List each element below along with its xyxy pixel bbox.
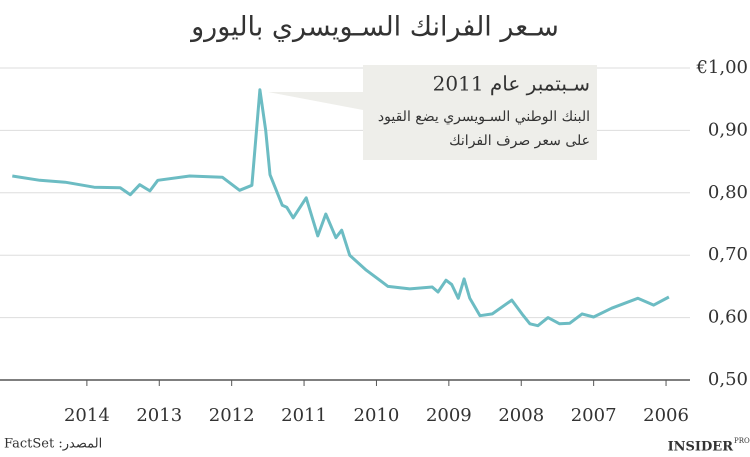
logo-sub: PRO (734, 437, 750, 445)
source: المصدر: FactSet (4, 437, 102, 452)
x-tick-label: 2011 (281, 405, 327, 426)
annotation-text: على سعر صرف الفرانك (449, 133, 590, 149)
line (12, 88, 670, 328)
annotation-box (363, 65, 597, 160)
y-tick-label: 0,80 (708, 182, 748, 203)
annotation-pointer (268, 92, 363, 110)
y-tick-label: 0,50 (708, 369, 748, 390)
annotation: سـبتمبر عام 2011 البنك الوطني السـويسري … (268, 65, 597, 160)
x-tick-label: 2012 (209, 405, 255, 426)
x-tick-label: 2013 (136, 405, 182, 426)
x-tick-label: 2007 (571, 405, 617, 426)
annotation-title: سـبتمبر عام 2011 (433, 72, 590, 96)
chart-title: سـعر الفرانك السـويسري باليورو (189, 12, 559, 43)
x-tick-label: 2008 (498, 405, 544, 426)
x-tick-label: 2006 (643, 405, 689, 426)
x-tick-label: 2014 (64, 405, 110, 426)
annotation-text: البنك الوطني السـويسري يضع القيود (378, 109, 590, 125)
y-tick-label: €1,00 (695, 57, 748, 78)
x-tick-label: 2010 (354, 405, 400, 426)
x-tick-label: 2009 (426, 405, 472, 426)
logo: INSIDER (668, 440, 734, 455)
y-tick-label: 0,70 (708, 244, 748, 265)
y-tick-label: 0,90 (708, 119, 748, 140)
y-tick-label: 0,60 (708, 307, 748, 328)
